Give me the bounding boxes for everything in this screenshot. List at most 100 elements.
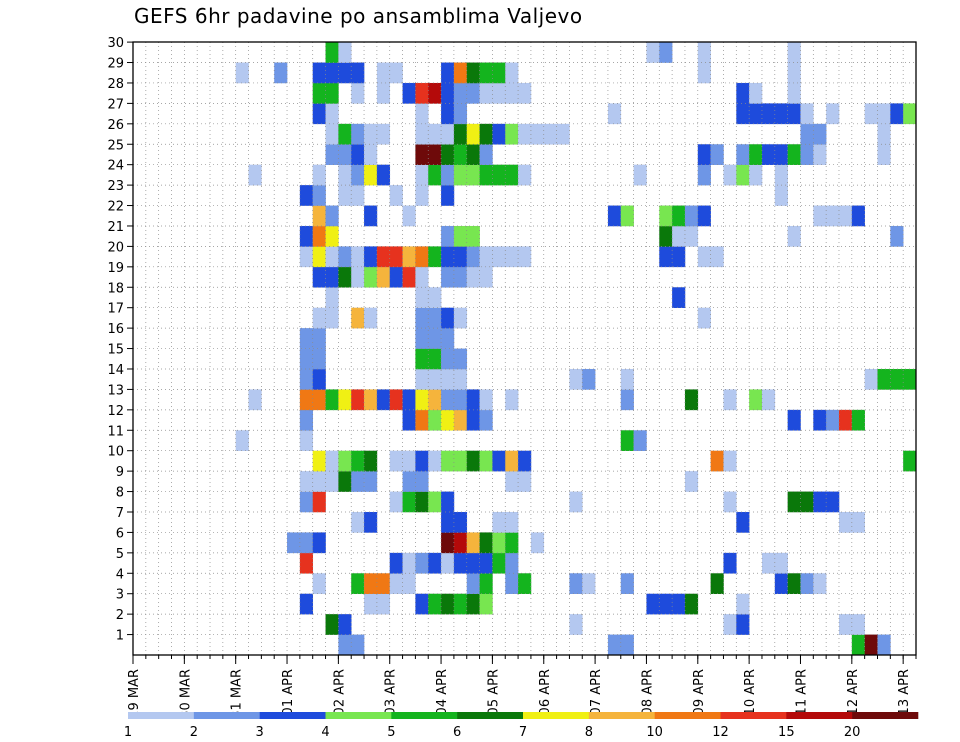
heatmap-cell [813, 573, 827, 595]
heatmap-cell [505, 573, 519, 595]
heatmap-cell [299, 532, 314, 554]
heatmap-cell [299, 328, 314, 349]
heatmap-cell [813, 144, 827, 165]
heatmap-cell [838, 614, 853, 635]
heatmap-cell [492, 450, 506, 472]
y-tick-label: 24 [107, 159, 124, 174]
heatmap-cell [389, 185, 403, 206]
x-tick-label: 03 APR [384, 669, 399, 715]
y-tick-label: 7 [116, 506, 124, 521]
heatmap-cell [877, 368, 891, 390]
heatmap-cell [325, 614, 339, 635]
heatmap-cell [659, 225, 673, 247]
heatmap-cell [838, 205, 853, 227]
y-tick-label: 25 [107, 138, 124, 153]
heatmap-cell [338, 471, 352, 492]
heatmap-cell [518, 164, 532, 186]
legend-swatch [193, 712, 260, 719]
heatmap-cell [415, 368, 429, 390]
heatmap-cell [364, 144, 378, 165]
heatmap-cell [466, 225, 480, 247]
y-tick-label: 13 [107, 383, 124, 398]
heatmap-cell [453, 82, 468, 104]
x-tick-label: 04 APR [435, 669, 450, 715]
heatmap-cell [710, 573, 724, 595]
heatmap-cell [569, 491, 583, 513]
heatmap-cell [441, 82, 455, 104]
heatmap-cell [826, 205, 840, 227]
heatmap-cell [466, 389, 480, 411]
heatmap-cell [441, 123, 455, 145]
legend-label: 6 [453, 725, 461, 740]
heatmap-cell [312, 471, 326, 492]
heatmap-cell [325, 225, 339, 247]
heatmap-cell [312, 348, 326, 370]
heatmap-cell [441, 511, 455, 533]
heatmap-cell [389, 389, 403, 411]
heatmap-cell [453, 144, 468, 165]
heatmap-cell [299, 430, 314, 451]
heatmap-cell [376, 389, 391, 411]
x-tick-label: 29 MAR [127, 669, 142, 719]
x-tick-label: 13 APR [897, 669, 912, 715]
x-tick-label: 30 MAR [178, 669, 193, 719]
heatmap-cell [325, 42, 339, 63]
heatmap-cell [453, 225, 468, 247]
heatmap-cell [453, 532, 468, 554]
y-tick-label: 29 [107, 57, 124, 72]
heatmap-cell [453, 593, 468, 615]
x-tick-label: 12 APR [846, 669, 861, 715]
heatmap-cell [492, 246, 506, 268]
heatmap-cell [299, 368, 314, 390]
heatmap-cell [492, 62, 506, 84]
heatmap-cell [376, 164, 391, 186]
y-tick-label: 19 [107, 261, 124, 276]
heatmap-cell [761, 389, 776, 411]
heatmap-cell [466, 593, 480, 615]
heatmap-cell [312, 328, 326, 349]
heatmap-cell [710, 450, 724, 472]
heatmap-cell [761, 552, 776, 574]
heatmap-cell [569, 614, 583, 635]
heatmap-cell [415, 266, 429, 288]
heatmap-cell [736, 511, 750, 533]
heatmap-cell [672, 246, 686, 268]
heatmap-cell [351, 123, 365, 145]
x-tick-label: 02 APR [332, 669, 347, 715]
heatmap-cell [800, 123, 814, 145]
heatmap-cell [505, 532, 519, 554]
heatmap-cell [620, 634, 634, 656]
heatmap-cell [492, 82, 506, 104]
legend-swatch [523, 712, 590, 719]
heatmap-cell [903, 103, 917, 125]
heatmap-cell [402, 573, 416, 595]
heatmap-cell [749, 82, 763, 104]
heatmap-cell [364, 573, 378, 595]
y-tick-label: 22 [107, 200, 124, 215]
heatmap-cell [479, 593, 493, 615]
heatmap-cell [556, 123, 570, 145]
x-tick-label: 31 MAR [230, 669, 245, 719]
heatmap-cell [787, 491, 801, 513]
heatmap-cell [659, 42, 673, 63]
heatmap-cell [813, 409, 827, 431]
y-tick-label: 14 [107, 363, 124, 378]
heatmap-cell [736, 593, 750, 615]
heatmap-cell [325, 471, 339, 492]
legend-label: 3 [256, 725, 264, 740]
heatmap-cell [518, 123, 532, 145]
heatmap-cell [633, 164, 647, 186]
legend-label: 10 [646, 725, 663, 740]
heatmap-cell [312, 307, 326, 329]
heatmap-cell [312, 573, 326, 595]
heatmap-cell [479, 552, 493, 574]
heatmap-cell [466, 164, 480, 186]
heatmap-cell [351, 82, 365, 104]
heatmap-cell [672, 205, 686, 227]
heatmap-cell [851, 511, 865, 533]
heatmap-cell [787, 144, 801, 165]
heatmap-cell [402, 409, 416, 431]
heatmap-cell [325, 82, 339, 104]
heatmap-cell [428, 348, 442, 370]
heatmap-cell [312, 82, 326, 104]
